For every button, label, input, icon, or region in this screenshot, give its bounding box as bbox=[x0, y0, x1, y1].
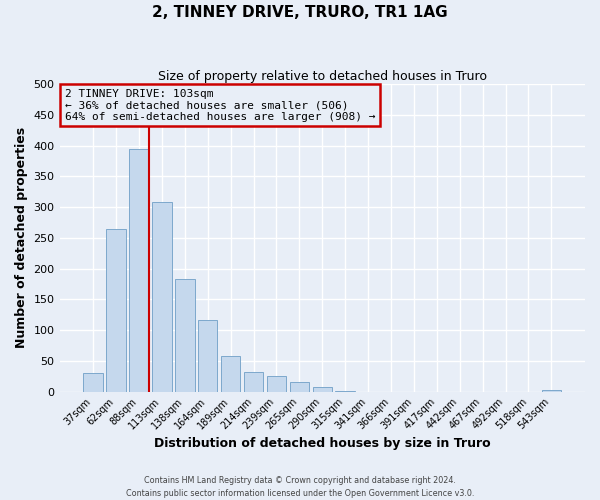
Text: Contains HM Land Registry data © Crown copyright and database right 2024.
Contai: Contains HM Land Registry data © Crown c… bbox=[126, 476, 474, 498]
Bar bbox=[152, 202, 172, 392]
Text: 2, TINNEY DRIVE, TRURO, TR1 1AG: 2, TINNEY DRIVE, TRURO, TR1 1AG bbox=[152, 5, 448, 20]
Y-axis label: Number of detached properties: Number of detached properties bbox=[15, 128, 28, 348]
Bar bbox=[83, 373, 103, 392]
Bar bbox=[175, 279, 194, 392]
Bar bbox=[335, 391, 355, 392]
Bar bbox=[267, 376, 286, 392]
Bar bbox=[198, 320, 217, 392]
Bar bbox=[313, 388, 332, 392]
Bar bbox=[106, 228, 126, 392]
Bar bbox=[244, 372, 263, 392]
Bar bbox=[221, 356, 241, 392]
Title: Size of property relative to detached houses in Truro: Size of property relative to detached ho… bbox=[158, 70, 487, 83]
Bar bbox=[129, 148, 149, 392]
Text: 2 TINNEY DRIVE: 103sqm
← 36% of detached houses are smaller (506)
64% of semi-de: 2 TINNEY DRIVE: 103sqm ← 36% of detached… bbox=[65, 89, 375, 122]
Bar bbox=[542, 390, 561, 392]
X-axis label: Distribution of detached houses by size in Truro: Distribution of detached houses by size … bbox=[154, 437, 491, 450]
Bar bbox=[290, 382, 309, 392]
